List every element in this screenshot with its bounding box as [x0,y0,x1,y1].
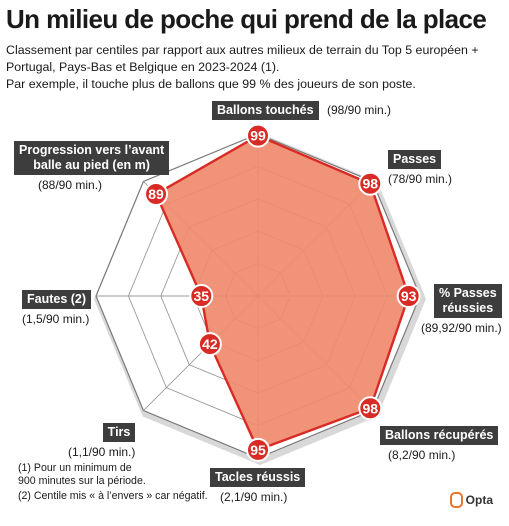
axis-value: (88/90 min.) [38,178,103,192]
axis-label-fautes: Fautes (2) (1,5/90 min.) [22,290,92,327]
percentile-marker [358,396,383,421]
subtitle-line: Portugal, Pays-Bas et Belgique en 2023-2… [6,60,280,74]
axis-label-tirs: Tirs (1,1/90 min.) [68,423,136,460]
footnotes: (1) Pour un minimum de 900 minutes sur l… [18,462,208,503]
axis-label-progression: Progression vers l’avant balle au pied (… [14,141,170,193]
percentile-value: 98 [362,176,378,192]
axis-name: % Passes réussies [434,284,502,318]
chart-title: Un milieu de poche qui prend de la place [6,4,487,34]
axis-value: (2,1/90 min.) [220,490,288,504]
percentile-value: 99 [250,128,266,144]
percentile-value: 95 [250,442,266,458]
percentile-value: 89 [148,186,164,202]
axis-name: Tacles réussis [210,468,306,487]
percentile-marker [246,123,270,148]
axis-value: (89,92/90 min.) [420,321,502,335]
footnote-line: 900 minutes sur la période. [18,475,146,487]
axis-name-line: balle au pied (en m) [33,158,150,172]
axis-value: (98/90 min.) [327,103,392,117]
percentile-marker [189,284,214,308]
axis-value: (1,1/90 min.) [68,445,136,459]
opta-logo-icon [449,492,463,508]
chart-subtitle: Classement par centiles par rapport aux … [6,42,506,93]
footnote-line: (2) Centile mis « à l’envers » car négat… [18,490,208,502]
axis-name-line: Progression vers l’avant [19,143,165,157]
axis-name: Tirs [102,423,136,442]
axis-value: (8,2/90 min.) [388,448,456,462]
percentile-value: 93 [401,288,417,304]
percentile-value: 42 [202,336,218,352]
axis-name: Ballons récupérés [380,426,499,445]
subtitle-line: Par exemple, il touche plus de ballons q… [6,77,416,91]
axis-name: Passes [388,150,442,169]
footnote-line: (1) Pour un minimum de [18,462,132,474]
axis-label-tacles-reussis: Tacles réussis (2,1/90 min.) [210,468,306,505]
axis-label-passes-reussies: % Passes réussies (89,92/90 min.) [418,284,502,336]
axis-label-ballons-touches: Ballons touchés (98/90 min.) [212,101,391,120]
axis-value: (78/90 min.) [388,172,453,186]
axis-name: Ballons touchés [212,101,319,120]
axis-value: (1,5/90 min.) [22,312,90,326]
axis-name-line: réussies [442,301,494,315]
percentile-value: 35 [194,288,210,304]
source-logo: Opta [449,492,493,508]
axis-name: Progression vers l’avant balle au pied (… [14,141,170,175]
axis-name-line: % Passes [439,286,497,300]
percentile-marker [396,284,421,308]
percentile-value: 98 [362,400,378,416]
subtitle-line: Classement par centiles par rapport aux … [6,43,479,57]
axis-name: Fautes (2) [22,290,92,309]
axis-label-passes: Passes (78/90 min.) [388,150,452,187]
axis-label-ballons-recuperes: Ballons récupérés (8,2/90 min.) [380,426,499,463]
percentile-marker [197,332,222,357]
percentile-marker [246,437,270,462]
source-name: Opta [465,493,493,507]
percentile-marker [358,171,383,196]
percentile-marker [144,182,169,207]
